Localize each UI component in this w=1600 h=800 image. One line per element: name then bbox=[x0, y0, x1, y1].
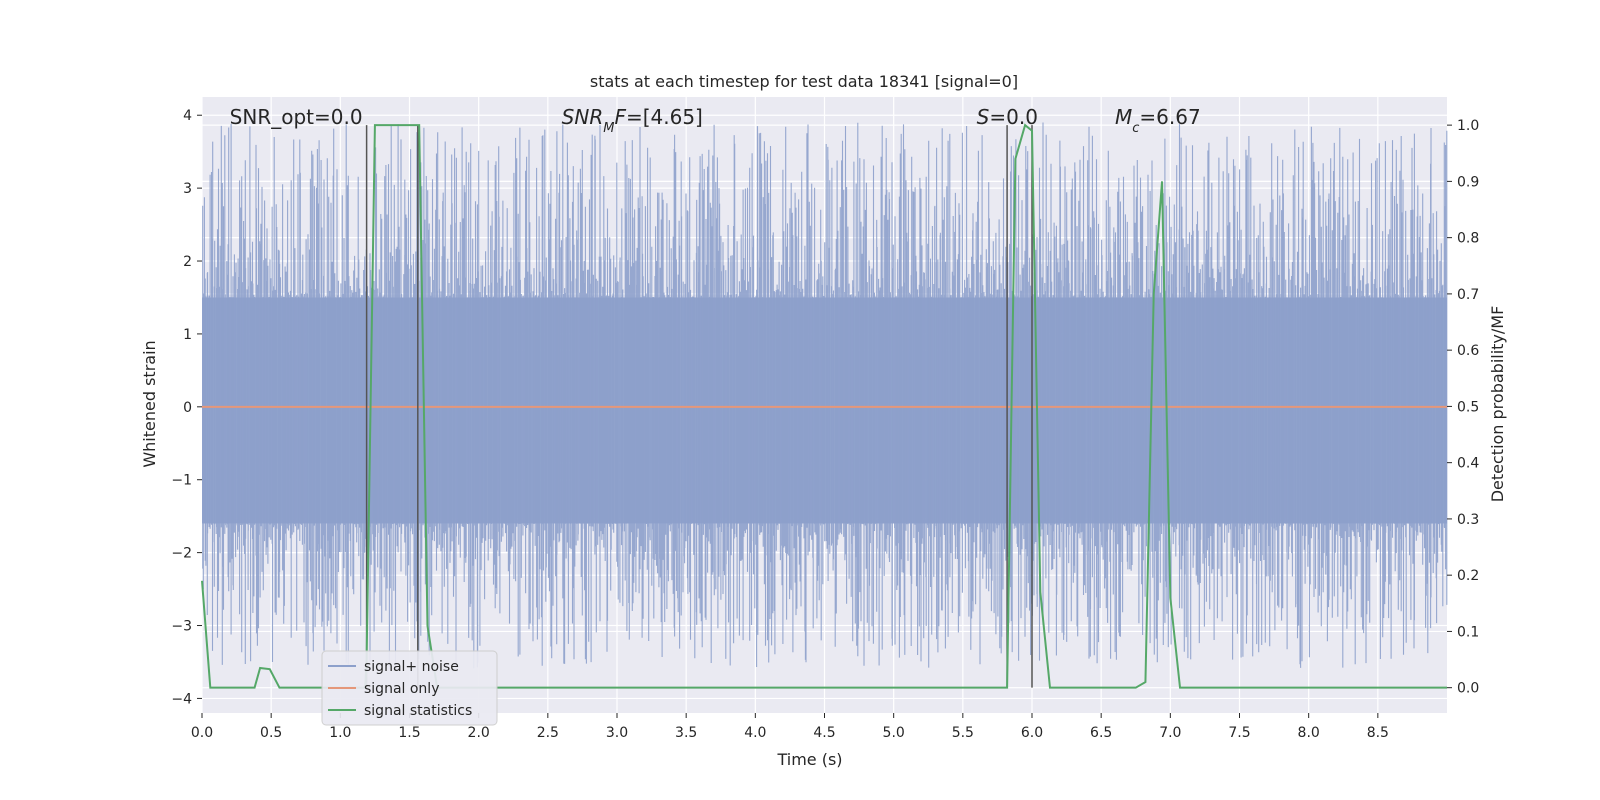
y-left-axis-label: Whitened strain bbox=[140, 340, 159, 467]
y-left-tick-label: 3 bbox=[183, 181, 192, 197]
y-right-tick-label: 1.0 bbox=[1457, 118, 1479, 134]
legend-label: signal statistics bbox=[364, 703, 472, 719]
x-tick-label: 1.5 bbox=[398, 725, 420, 741]
y-right-tick-label: 0.1 bbox=[1457, 624, 1479, 640]
x-tick-label: 5.5 bbox=[952, 725, 974, 741]
y-right-tick-label: 0.4 bbox=[1457, 456, 1479, 472]
y-right-tick-label: 0.9 bbox=[1457, 174, 1479, 190]
x-tick-label: 2.5 bbox=[537, 725, 559, 741]
y-left-tick-label: −3 bbox=[171, 619, 192, 635]
x-tick-label: 8.5 bbox=[1367, 725, 1389, 741]
chart-title: stats at each timestep for test data 183… bbox=[590, 72, 1018, 91]
x-tick-label: 0.5 bbox=[260, 725, 282, 741]
x-tick-label: 5.0 bbox=[883, 725, 905, 741]
x-axis-ticks: 0.0 0.5 1.0 1.5 2.0 2.5 3.0 3.5 4.0 4.5 5.0 5.5 6.0 6… bbox=[191, 713, 1389, 741]
y-left-axis-ticks: −4 −3 −2 −1 0 1 2 3 4 bbox=[171, 108, 202, 707]
annotation-3: Mc=6.67 bbox=[1115, 105, 1201, 136]
y-right-axis-label: Detection probability/MF bbox=[1488, 306, 1507, 503]
annotations: SNR_opt=0.0 SNRMF=[4.65] S=0.0 Mc=6.67 bbox=[230, 105, 1201, 136]
y-left-tick-label: −4 bbox=[171, 691, 192, 707]
y-right-tick-label: 0.6 bbox=[1457, 343, 1479, 359]
x-tick-label: 8.0 bbox=[1298, 725, 1320, 741]
legend-label: signal+ noise bbox=[364, 659, 459, 675]
x-tick-label: 4.5 bbox=[813, 725, 835, 741]
y-left-tick-label: 1 bbox=[183, 327, 192, 343]
annotation-1: SNRMF=[4.65] bbox=[562, 105, 703, 136]
x-tick-label: 6.0 bbox=[1021, 725, 1043, 741]
annotation-0: SNR_opt=0.0 bbox=[230, 105, 363, 129]
y-left-tick-label: 0 bbox=[183, 400, 192, 416]
x-tick-label: 0.0 bbox=[191, 725, 213, 741]
y-right-tick-label: 0.5 bbox=[1457, 399, 1479, 415]
x-tick-label: 7.0 bbox=[1159, 725, 1181, 741]
y-right-tick-label: 0.3 bbox=[1457, 512, 1479, 528]
x-tick-label: 3.0 bbox=[606, 725, 628, 741]
x-tick-label: 2.0 bbox=[468, 725, 490, 741]
y-left-tick-label: −1 bbox=[171, 473, 192, 489]
legend-label: signal only bbox=[364, 681, 439, 697]
x-tick-label: 6.5 bbox=[1090, 725, 1112, 741]
annotation-2: S=0.0 bbox=[977, 105, 1038, 129]
signal-statistics-line bbox=[201, 123, 1447, 689]
x-axis-label: Time (s) bbox=[776, 750, 842, 769]
y-right-tick-label: 0.2 bbox=[1457, 568, 1479, 584]
x-tick-label: 1.0 bbox=[329, 725, 351, 741]
y-right-tick-label: 0.0 bbox=[1457, 681, 1479, 697]
legend-box bbox=[321, 650, 498, 726]
y-left-tick-label: −2 bbox=[171, 546, 192, 562]
event-markers bbox=[365, 125, 1033, 688]
x-tick-label: 3.5 bbox=[675, 725, 697, 741]
y-right-tick-label: 0.8 bbox=[1457, 231, 1479, 247]
y-right-tick-label: 0.7 bbox=[1457, 287, 1479, 303]
y-right-axis-ticks: 0.0 0.1 0.2 0.3 0.4 0.5 0.6 0.7 0.8 0.9 1.0 bbox=[1447, 118, 1479, 697]
y-left-tick-label: 4 bbox=[183, 108, 192, 124]
x-tick-label: 4.0 bbox=[744, 725, 766, 741]
legend: signal+ noise signal only signal statistic… bbox=[321, 650, 498, 726]
series-signal-statistics bbox=[201, 123, 1447, 689]
x-tick-label: 7.5 bbox=[1228, 725, 1250, 741]
series-signal-plus-noise bbox=[202, 122, 1448, 670]
y-left-tick-label: 2 bbox=[183, 254, 192, 270]
